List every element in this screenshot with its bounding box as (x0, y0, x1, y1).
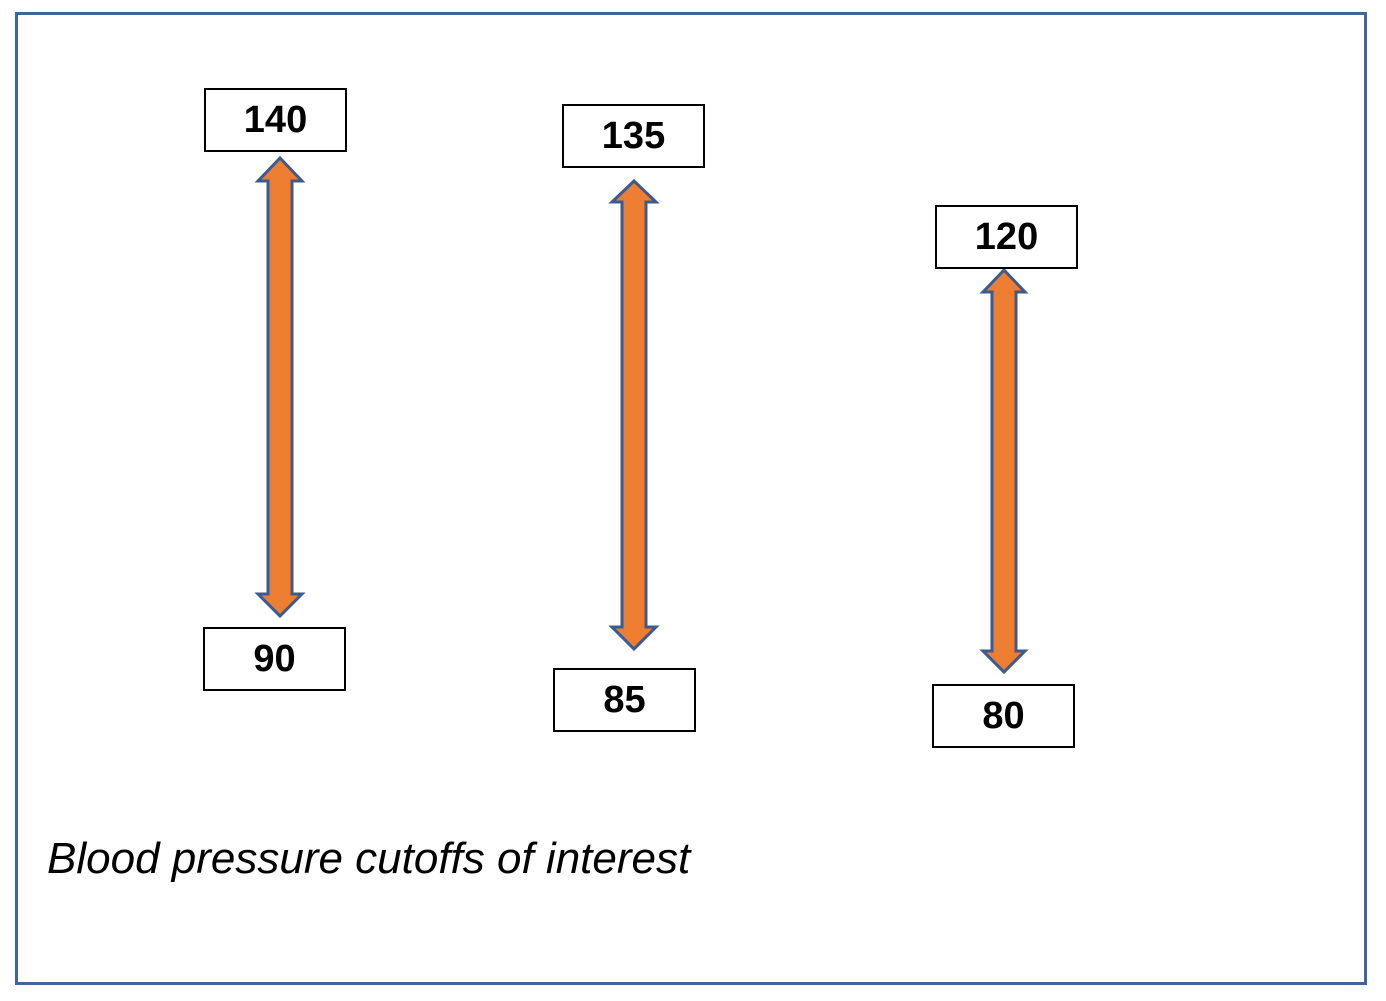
cutoff-2-double-arrow (608, 178, 660, 652)
cutoff-1-systolic-value: 140 (243, 98, 308, 141)
cutoff-2-diastolic-box: 85 (553, 668, 696, 732)
cutoff-3-diastolic-box: 80 (932, 684, 1075, 748)
cutoff-2-systolic-value: 135 (601, 114, 666, 157)
cutoff-3-systolic-box: 120 (935, 205, 1078, 269)
cutoff-1-diastolic-box: 90 (203, 627, 346, 691)
cutoff-3-systolic-value: 120 (974, 215, 1039, 258)
cutoff-2-diastolic-value: 85 (603, 678, 646, 721)
cutoff-1-systolic-box: 140 (204, 88, 347, 152)
diagram-frame (15, 12, 1367, 985)
cutoff-2-systolic-box: 135 (562, 104, 705, 168)
cutoff-1-double-arrow (254, 155, 306, 619)
diagram-caption: Blood pressure cutoffs of interest (47, 834, 691, 883)
cutoff-3-double-arrow (979, 267, 1029, 675)
cutoff-1-diastolic-value: 90 (253, 637, 296, 680)
cutoff-3-diastolic-value: 80 (982, 694, 1025, 737)
